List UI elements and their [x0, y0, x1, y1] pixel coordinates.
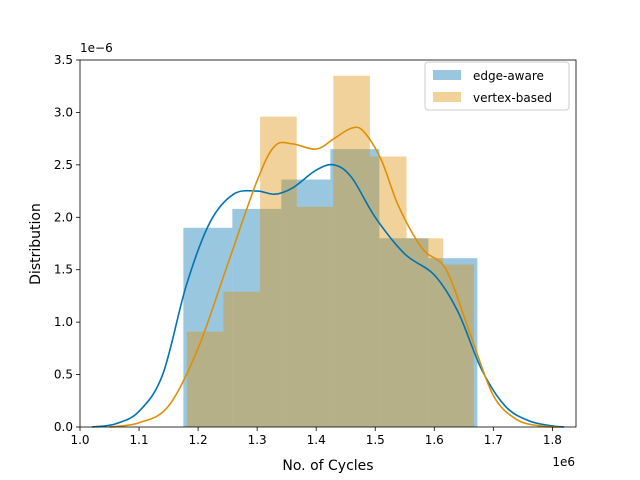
y-axis-ticks: 0.0 0.5 1.0 1.5 2.0 2.5 3.0 3.5 — [54, 53, 80, 434]
x-tick-label: 1.6 — [425, 433, 444, 447]
y-tick-label: 1.0 — [54, 315, 73, 329]
histogram-bars — [183, 75, 478, 427]
y-axis-label: Distribution — [28, 203, 44, 285]
y-tick-label: 0.0 — [54, 420, 73, 434]
legend-swatch-edge-aware — [433, 70, 461, 80]
y-tick-label: 2.5 — [54, 158, 73, 172]
legend: edge-aware vertex-based — [424, 61, 570, 111]
x-axis-ticks: 1.0 1.1 1.2 1.3 1.4 1.5 1.6 1.7 1.8 — [70, 427, 562, 447]
plot-area-frame — [79, 59, 577, 428]
legend-label-vertex-based: vertex-based — [473, 91, 552, 105]
kde-curves — [91, 126, 565, 428]
legend-swatch-vertex-based — [433, 92, 461, 102]
legend-box — [424, 61, 570, 111]
bar-vertex-based-5 — [369, 156, 407, 427]
bar-edge-aware-3 — [330, 149, 380, 427]
bar-edge-aware-4 — [379, 238, 429, 427]
x-tick-label: 1.2 — [189, 433, 208, 447]
x-tick-label: 1.7 — [484, 433, 503, 447]
legend-label-edge-aware: edge-aware — [473, 69, 544, 83]
bar-edge-aware-2 — [281, 179, 331, 427]
y-tick-label: 3.5 — [54, 53, 73, 67]
bar-vertex-based-0 — [186, 331, 224, 427]
kde-line-edge-aware — [91, 163, 565, 428]
x-offset-label: 1e6 — [552, 455, 575, 469]
y-tick-label: 0.5 — [54, 368, 73, 382]
bar-vertex-based-1 — [223, 291, 261, 427]
x-tick-label: 1.0 — [70, 433, 89, 447]
bar-vertex-based-6 — [406, 238, 444, 427]
x-tick-label: 1.3 — [248, 433, 267, 447]
bar-vertex-based-2 — [260, 116, 297, 427]
y-tick-label: 1.5 — [54, 263, 73, 277]
x-tick-label: 1.5 — [366, 433, 385, 447]
x-tick-label: 1.4 — [307, 433, 326, 447]
y-offset-label: 1e−6 — [80, 41, 113, 55]
x-tick-label: 1.8 — [543, 433, 562, 447]
bar-edge-aware-0 — [183, 227, 233, 427]
kde-line-vertex-based — [109, 126, 559, 428]
bar-vertex-based-3 — [296, 206, 334, 427]
x-tick-label: 1.1 — [130, 433, 149, 447]
bar-edge-aware-1 — [232, 208, 282, 427]
bar-vertex-based-7 — [443, 264, 474, 427]
y-tick-label: 2.0 — [54, 210, 73, 224]
y-tick-label: 3.0 — [54, 105, 73, 119]
x-axis-label: No. of Cycles — [282, 458, 373, 474]
